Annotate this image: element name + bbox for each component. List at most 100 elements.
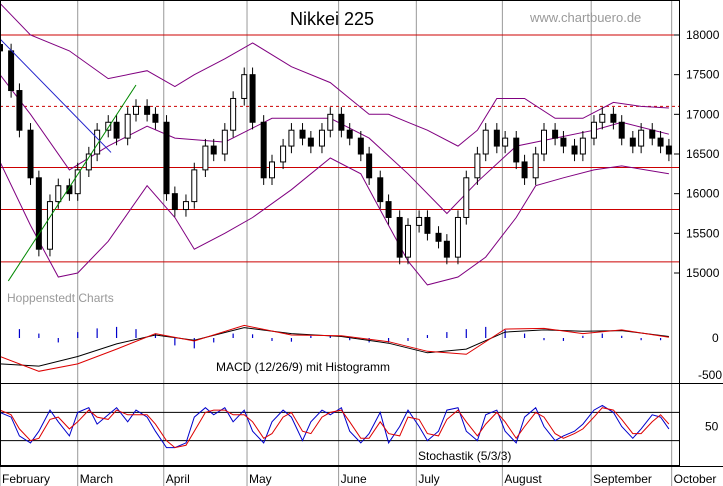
macd-tick-label: -500 <box>698 368 722 382</box>
x-tick-label: June <box>341 472 367 486</box>
y-tick-label: 15000 <box>686 266 720 280</box>
candle-body <box>502 137 509 147</box>
candle-body <box>113 121 120 139</box>
candle-body <box>318 129 325 147</box>
candle-body <box>221 129 228 155</box>
candle-body <box>532 153 539 179</box>
candle-body <box>377 177 384 203</box>
x-tick-label: February <box>2 472 50 486</box>
candle-body <box>521 161 528 179</box>
candle-body <box>541 129 547 155</box>
candle-body <box>599 113 606 123</box>
candle-body <box>163 121 170 195</box>
candle-body <box>610 113 617 123</box>
candle-body <box>35 177 42 250</box>
candle-body <box>618 121 625 139</box>
watermark: www.chartbuero.de <box>529 10 641 25</box>
candle-body <box>493 129 500 147</box>
candle-body <box>152 113 159 123</box>
candle-body <box>454 216 461 258</box>
candle-body <box>66 185 73 195</box>
candle-body <box>210 145 217 155</box>
bollinger-lower-line <box>0 157 669 286</box>
y-tick-label: 16500 <box>686 147 720 161</box>
x-tick-label: May <box>249 472 272 486</box>
x-tick-label: April <box>166 472 190 486</box>
candle-body <box>27 129 34 179</box>
candle-body <box>657 137 664 147</box>
candle-body <box>249 74 256 123</box>
bollinger-upper-line <box>0 2 669 147</box>
candle-body <box>338 113 345 131</box>
candle-body <box>571 145 578 155</box>
candle-body <box>327 113 334 131</box>
candle-body <box>579 137 586 155</box>
source-label: Hoppenstedt Charts <box>7 291 114 305</box>
candle-body <box>443 240 450 258</box>
y-tick-label: 16000 <box>686 187 720 201</box>
candle-body <box>482 129 489 155</box>
candle-body <box>144 105 151 115</box>
macd-tick-label: 0 <box>712 331 719 345</box>
stoch-tick-label: 50 <box>705 420 719 434</box>
candle-body <box>171 193 178 211</box>
candle-body <box>16 90 23 131</box>
x-tick-label: August <box>504 472 542 486</box>
candle-body <box>638 129 645 147</box>
candle-body <box>560 137 567 147</box>
candle-body <box>269 161 275 179</box>
candle-body <box>94 129 101 155</box>
candle-body <box>385 201 392 218</box>
candle-body <box>85 153 92 171</box>
trend-line <box>0 38 112 153</box>
candle-body <box>202 145 209 171</box>
candle-body <box>424 216 431 234</box>
candle-body <box>513 137 520 163</box>
candle-body <box>665 145 672 155</box>
macd-label: MACD (12/26/9) mit Histogramm <box>216 360 390 374</box>
candle-body <box>435 232 442 242</box>
candle-body <box>46 201 53 250</box>
candle-body <box>182 201 189 211</box>
candle-body <box>74 169 81 195</box>
candle-body <box>0 44 3 52</box>
candle-body <box>346 129 353 139</box>
stoch-series-line <box>0 407 670 449</box>
candle-body <box>191 169 198 203</box>
candle-body <box>552 129 559 139</box>
x-tick-label: March <box>80 472 113 486</box>
candle-body <box>396 216 403 258</box>
candle-body <box>366 153 373 179</box>
candle-body <box>299 129 306 139</box>
candle-body <box>649 129 656 139</box>
candle-body <box>124 113 131 139</box>
candle-body <box>260 121 267 179</box>
macd-series-line <box>0 324 669 372</box>
candle-body <box>133 105 139 115</box>
candle-body <box>55 185 62 203</box>
y-tick-label: 17000 <box>686 107 720 121</box>
chart-title: Nikkei 225 <box>290 9 374 29</box>
y-tick-label: 17500 <box>686 68 720 82</box>
trend-line <box>7 84 137 282</box>
candle-body <box>288 129 295 147</box>
y-tick-label: 15500 <box>686 226 720 240</box>
y-tick-label: 18000 <box>686 28 720 42</box>
candle-body <box>8 50 15 92</box>
candle-body <box>416 216 423 226</box>
candle-body <box>280 145 287 163</box>
candle-body <box>230 97 237 131</box>
candle-body <box>590 121 597 139</box>
candle-body <box>241 74 248 99</box>
candle-body <box>105 121 112 131</box>
candle-body <box>357 137 364 155</box>
x-tick-label: July <box>418 472 439 486</box>
stochastic-label: Stochastik (5/3/3) <box>418 449 511 463</box>
x-tick-label: October <box>674 472 717 486</box>
candle-body <box>474 153 481 179</box>
candle-body <box>629 137 636 147</box>
candle-body <box>463 177 470 218</box>
candle-body <box>307 137 314 147</box>
